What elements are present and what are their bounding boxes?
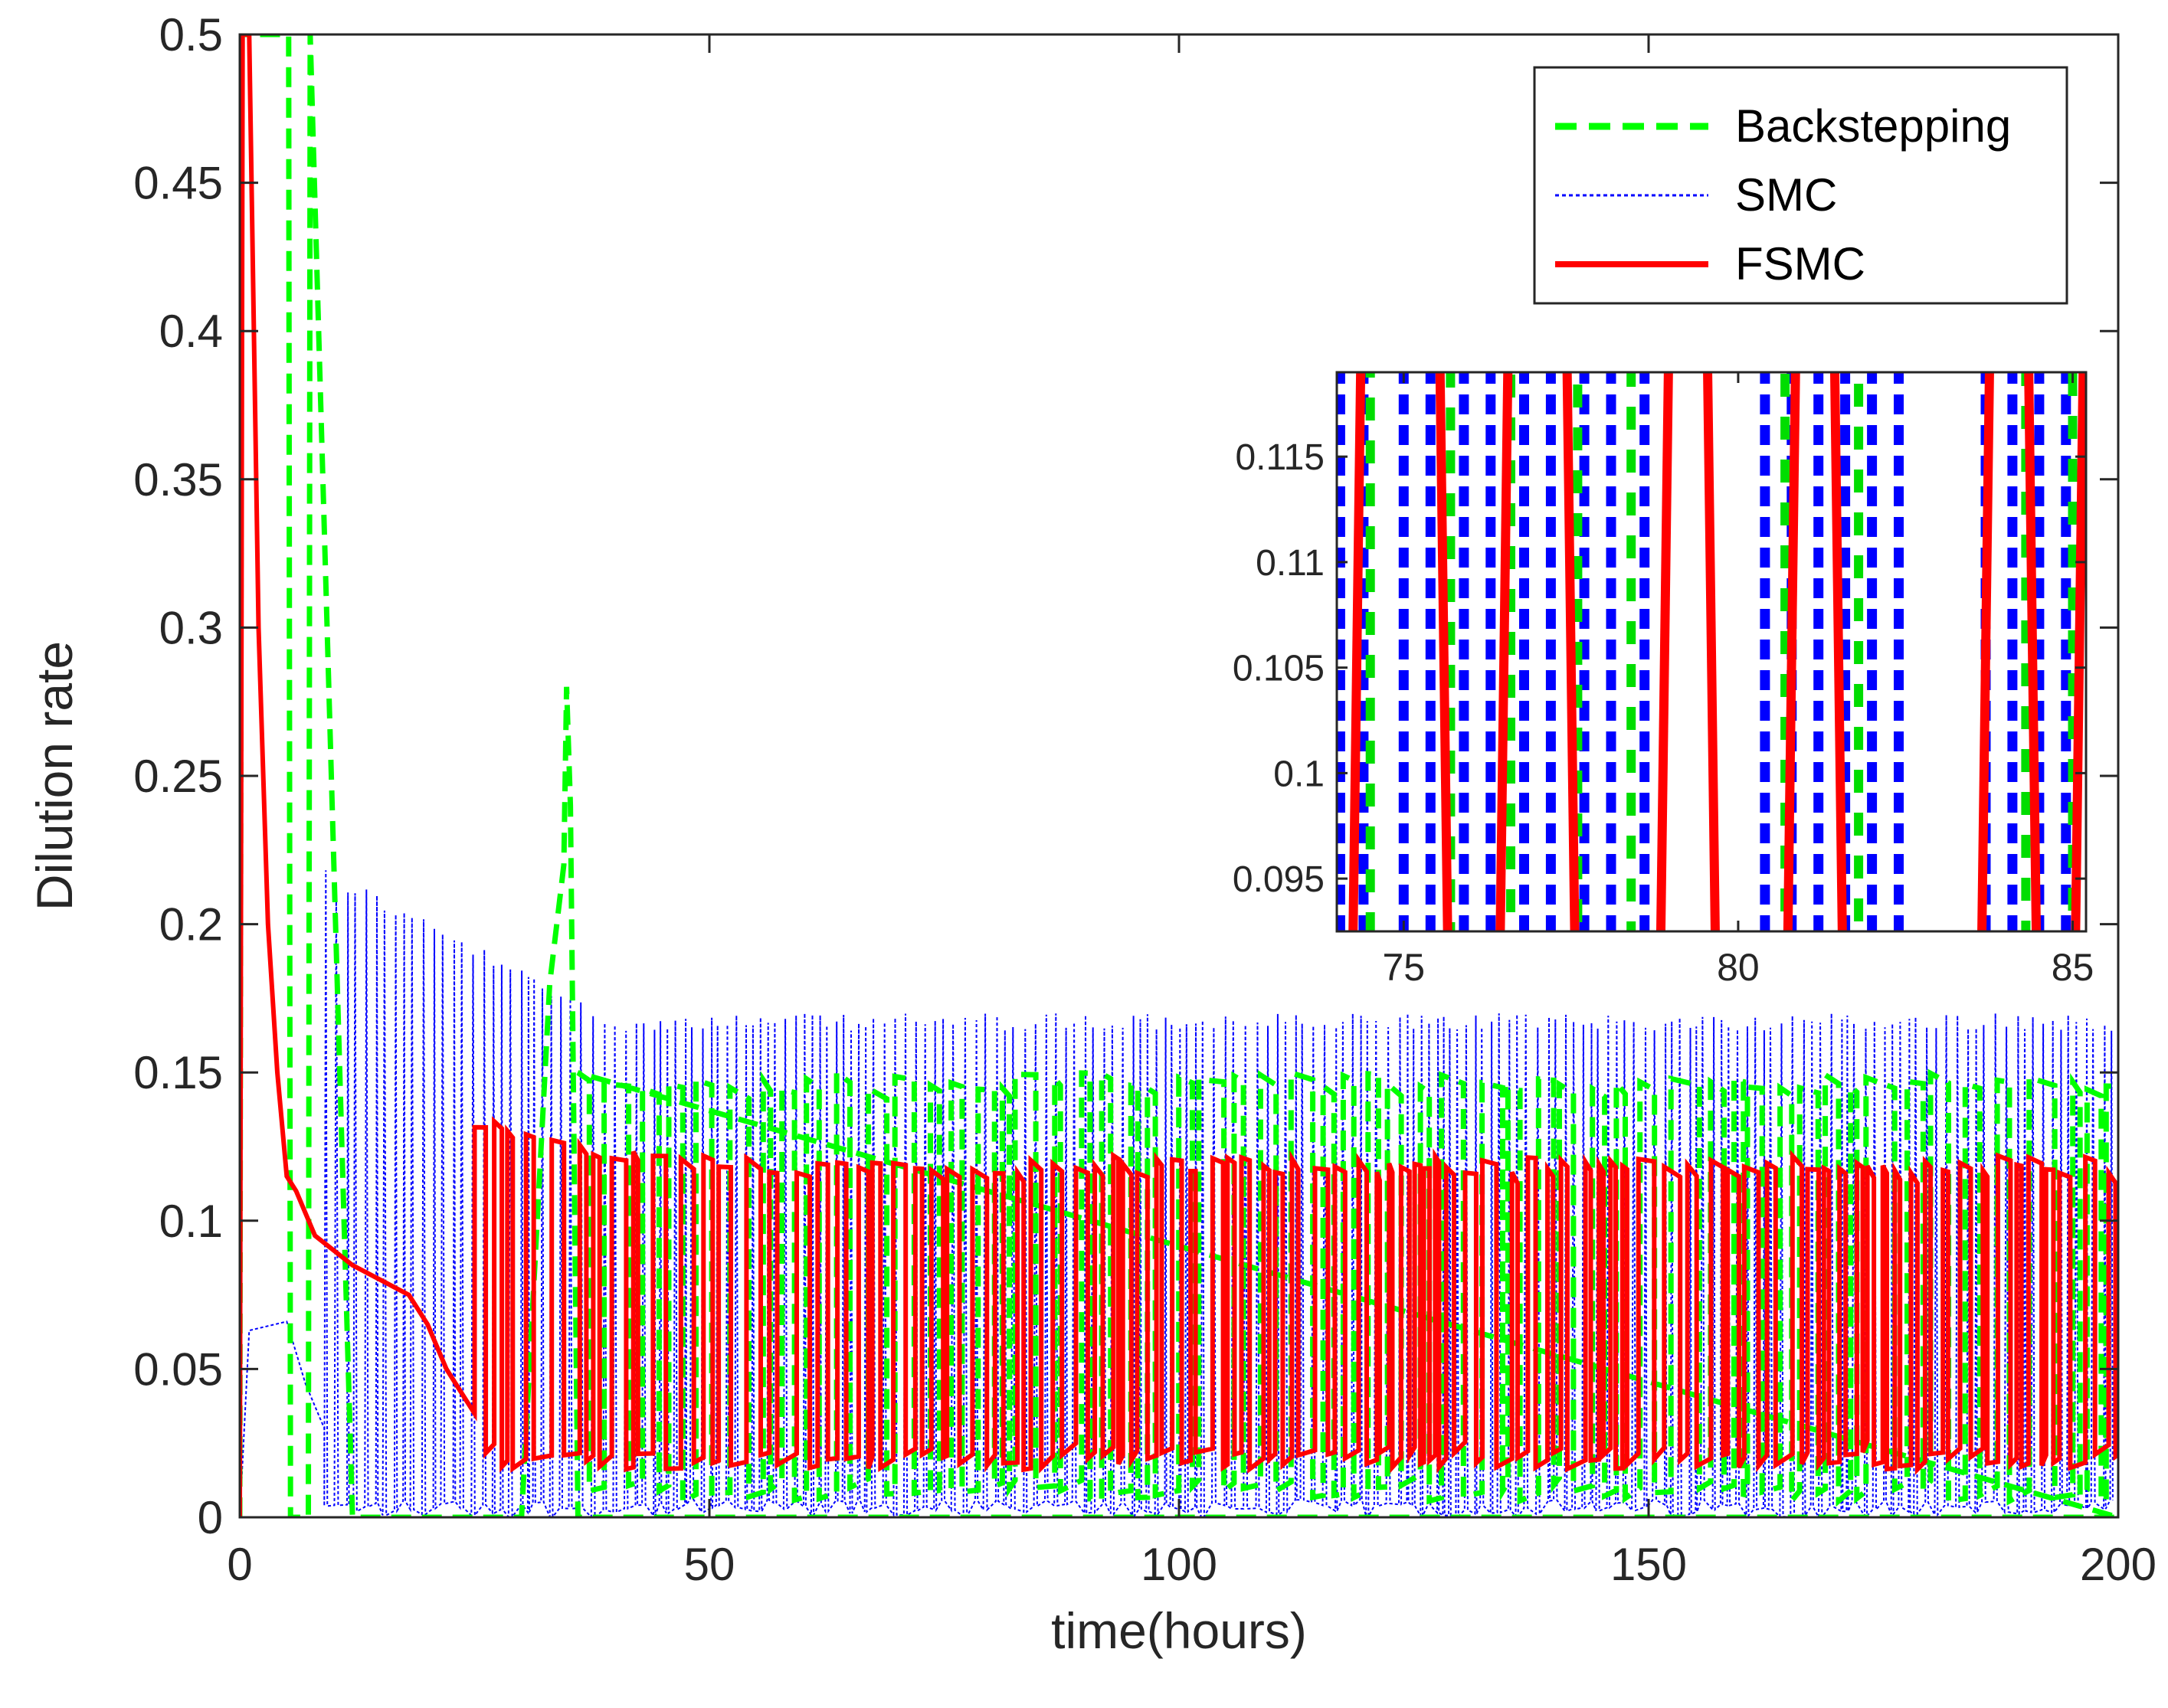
x-tick-label: 50 <box>684 1539 735 1590</box>
x-tick-label: 150 <box>1610 1539 1687 1590</box>
legend-label-backstepping: Backstepping <box>1735 100 2011 152</box>
y-tick-label: 0.2 <box>159 899 223 951</box>
y-tick-label: 0.1 <box>159 1196 223 1247</box>
main-axis-ticks: 0 50 100 150 200 0 0.05 0.1 0.15 0.2 0.25 0.3 0.35 0.… <box>133 9 2157 1590</box>
inset-series-line-fsmc <box>1703 372 1720 931</box>
series-line-fsmc <box>240 34 2118 1517</box>
x-tick-label: 200 <box>2080 1539 2157 1590</box>
y-tick-label: 0.5 <box>159 9 223 61</box>
inset-y-tick-label: 0.1 <box>1273 754 1325 794</box>
inset-chart: 75 80 85 0.095 0.1 0.105 0.11 0.115 <box>1233 371 2094 989</box>
x-tick-label: 0 <box>227 1539 252 1590</box>
inset-series-line-fsmc <box>2024 372 2042 931</box>
main-plot-area <box>240 34 2118 1517</box>
inset-y-tick-label: 0.11 <box>1256 543 1325 584</box>
inset-x-tick-label: 75 <box>1383 946 1426 989</box>
inset-plot-area <box>1337 372 2086 931</box>
series-line-smc <box>240 870 2114 1517</box>
y-tick-label: 0 <box>198 1492 223 1543</box>
inset-series-line-fsmc <box>1829 372 1847 931</box>
inset-series-line-fsmc <box>1495 372 1513 931</box>
inset-series-line-fsmc <box>1783 372 1800 931</box>
y-tick-label: 0.25 <box>133 751 223 802</box>
y-tick-label: 0.45 <box>133 158 223 209</box>
inset-axis-ticks: 75 80 85 0.095 0.1 0.105 0.11 0.115 <box>1233 372 2094 989</box>
inset-series-line-fsmc <box>2071 372 2086 931</box>
y-tick-label: 0.15 <box>133 1047 223 1098</box>
inset-series-line-fsmc <box>1562 372 1580 931</box>
legend: Backstepping SMC FSMC <box>1533 66 2068 305</box>
inset-series-line-fsmc <box>1977 372 1994 931</box>
y-tick-label: 0.3 <box>159 602 223 653</box>
legend-label-fsmc: FSMC <box>1735 238 1865 290</box>
inset-x-tick-label: 85 <box>2052 946 2094 989</box>
inset-x-tick-label: 80 <box>1717 946 1760 989</box>
x-tick-label: 100 <box>1141 1539 1217 1590</box>
x-axis-label: time(hours) <box>1051 1602 1307 1659</box>
inset-series-line-fsmc <box>1435 372 1452 931</box>
y-tick-label: 0.35 <box>133 454 223 506</box>
inset-y-tick-label: 0.115 <box>1235 437 1325 478</box>
legend-label-smc: SMC <box>1735 169 1837 221</box>
inset-y-tick-label: 0.095 <box>1233 859 1325 900</box>
inset-y-tick-label: 0.105 <box>1233 649 1325 689</box>
inset-series-line-fsmc <box>1655 372 1673 931</box>
y-tick-label: 0.05 <box>133 1343 223 1395</box>
y-tick-label: 0.4 <box>159 306 223 357</box>
inset-series-line-fsmc <box>1348 372 1366 931</box>
y-axis-label: Dilution rate <box>26 641 83 911</box>
inset-axes-box <box>1335 371 2088 933</box>
